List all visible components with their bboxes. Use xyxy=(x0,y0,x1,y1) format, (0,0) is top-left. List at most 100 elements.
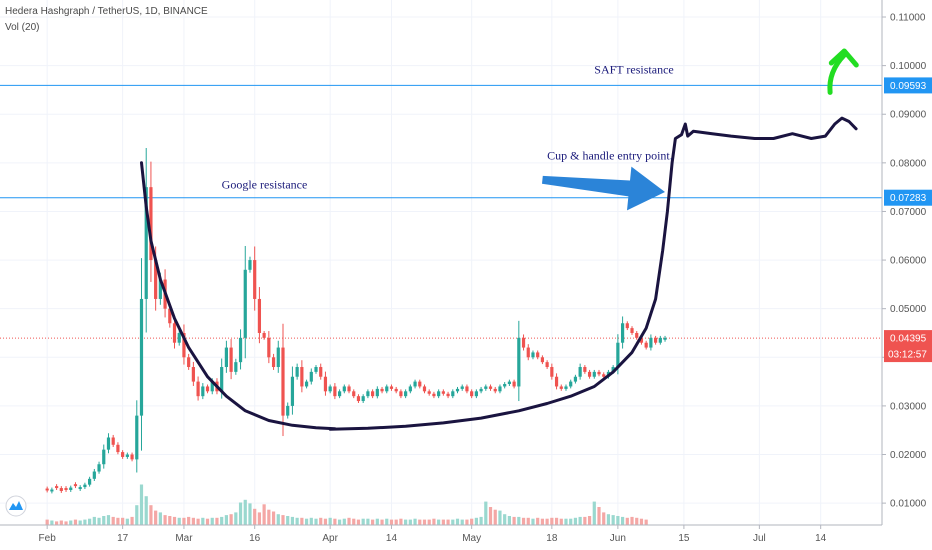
volume-bar xyxy=(573,517,578,525)
volume-bar xyxy=(111,516,115,525)
candle-body xyxy=(493,388,497,392)
time-tick-label: May xyxy=(462,533,481,544)
current-price-tag xyxy=(884,330,932,363)
volume-bar xyxy=(182,517,186,525)
candle-body xyxy=(451,391,455,397)
candle-body xyxy=(597,371,601,375)
volume-bar xyxy=(73,519,78,525)
volume-bar xyxy=(201,517,205,525)
candle-body xyxy=(620,323,625,343)
volume-bar xyxy=(559,518,563,525)
candle-body xyxy=(314,367,318,372)
time-tick-label: 15 xyxy=(678,533,690,544)
volume-bar xyxy=(106,515,111,525)
candle-body xyxy=(413,381,417,387)
volume-bar xyxy=(366,518,370,525)
candle-body xyxy=(658,337,662,343)
candle-body xyxy=(262,332,266,338)
candle-body xyxy=(309,371,313,382)
volume-bar xyxy=(620,516,625,525)
volume-bar xyxy=(507,516,511,525)
volume-bar xyxy=(488,507,493,525)
handle-breakout-drawing xyxy=(328,116,858,431)
candle-body xyxy=(177,332,181,343)
candle-body xyxy=(427,391,431,394)
candle-body xyxy=(550,367,554,377)
candle-body xyxy=(474,391,478,397)
candle-body xyxy=(649,337,653,348)
candle-body xyxy=(389,386,394,389)
candle-body xyxy=(465,386,469,392)
volume-bar xyxy=(606,514,611,525)
price-tick-label: 0.09000 xyxy=(890,110,927,121)
volume-bar xyxy=(83,519,87,525)
candle-body xyxy=(347,386,351,392)
candle-body xyxy=(569,381,573,387)
volume-bar xyxy=(540,518,545,525)
volume-bar xyxy=(154,510,158,525)
volume-bar xyxy=(69,520,73,525)
entry-arrow xyxy=(542,166,665,211)
candle-body xyxy=(111,437,115,445)
level-price-tag-label: 0.07283 xyxy=(890,193,927,204)
logo-badge xyxy=(5,495,27,517)
candle-body xyxy=(121,452,125,457)
cup-curve-drawing xyxy=(140,161,337,431)
time-axis[interactable]: Feb 17 Mar 16 Apr 14 May 18 Jun 15 Jul 14 xyxy=(0,524,882,544)
volume-bar xyxy=(536,517,540,525)
candle-body xyxy=(319,367,323,377)
volume-bar xyxy=(569,518,573,525)
volume-bar xyxy=(215,517,219,525)
candle-body xyxy=(281,347,285,416)
volume-bar xyxy=(422,519,427,525)
price-tick-label: 0.02000 xyxy=(890,450,927,461)
candle-body xyxy=(78,487,82,490)
candle-body xyxy=(602,374,606,377)
volume-bar xyxy=(234,512,238,525)
volume-bar xyxy=(394,519,398,525)
candle-body xyxy=(201,386,205,397)
volume-bar xyxy=(587,516,592,525)
volume-bar xyxy=(597,507,601,525)
volume-bar xyxy=(210,517,214,525)
candle-body xyxy=(418,381,422,387)
candle-body xyxy=(304,381,309,387)
volume-bar xyxy=(125,518,129,525)
candle-body xyxy=(149,187,153,261)
candle-body xyxy=(380,388,384,392)
volume-bar xyxy=(545,518,549,525)
candle-body xyxy=(639,337,644,343)
candle-body xyxy=(587,371,592,377)
volume-bar xyxy=(267,509,271,525)
time-tick-label: 14 xyxy=(815,533,827,544)
volume-bar xyxy=(347,517,351,525)
volume-bar xyxy=(484,501,488,525)
candle-body xyxy=(517,337,521,387)
candle-body xyxy=(333,386,337,397)
volume-bar xyxy=(446,519,450,525)
candle-body xyxy=(375,388,379,397)
time-tick-label: 17 xyxy=(117,533,129,544)
volume-bar xyxy=(465,519,469,525)
price-axis[interactable]: 0.010000.020000.030000.040000.050000.060… xyxy=(881,0,932,550)
candle-body xyxy=(182,332,186,358)
volume-bar xyxy=(531,518,535,525)
volume-bar xyxy=(295,517,299,525)
volume-bar xyxy=(333,518,337,525)
volume-bar xyxy=(220,516,224,525)
price-tick-label: 0.03000 xyxy=(890,401,927,412)
candle-body xyxy=(295,367,299,377)
candle-body xyxy=(366,391,370,397)
price-tick-label: 0.07000 xyxy=(890,207,927,218)
volume-bar xyxy=(97,517,101,525)
candle-body xyxy=(83,484,87,488)
volume-bar xyxy=(45,519,49,525)
volume-bar xyxy=(64,521,68,525)
time-tick-label: Mar xyxy=(175,533,193,544)
candle-body xyxy=(130,454,134,460)
volume-bar xyxy=(611,515,615,525)
price-tick-label: 0.11000 xyxy=(890,13,926,24)
volume-bar xyxy=(526,517,530,525)
candle-body xyxy=(253,260,257,299)
